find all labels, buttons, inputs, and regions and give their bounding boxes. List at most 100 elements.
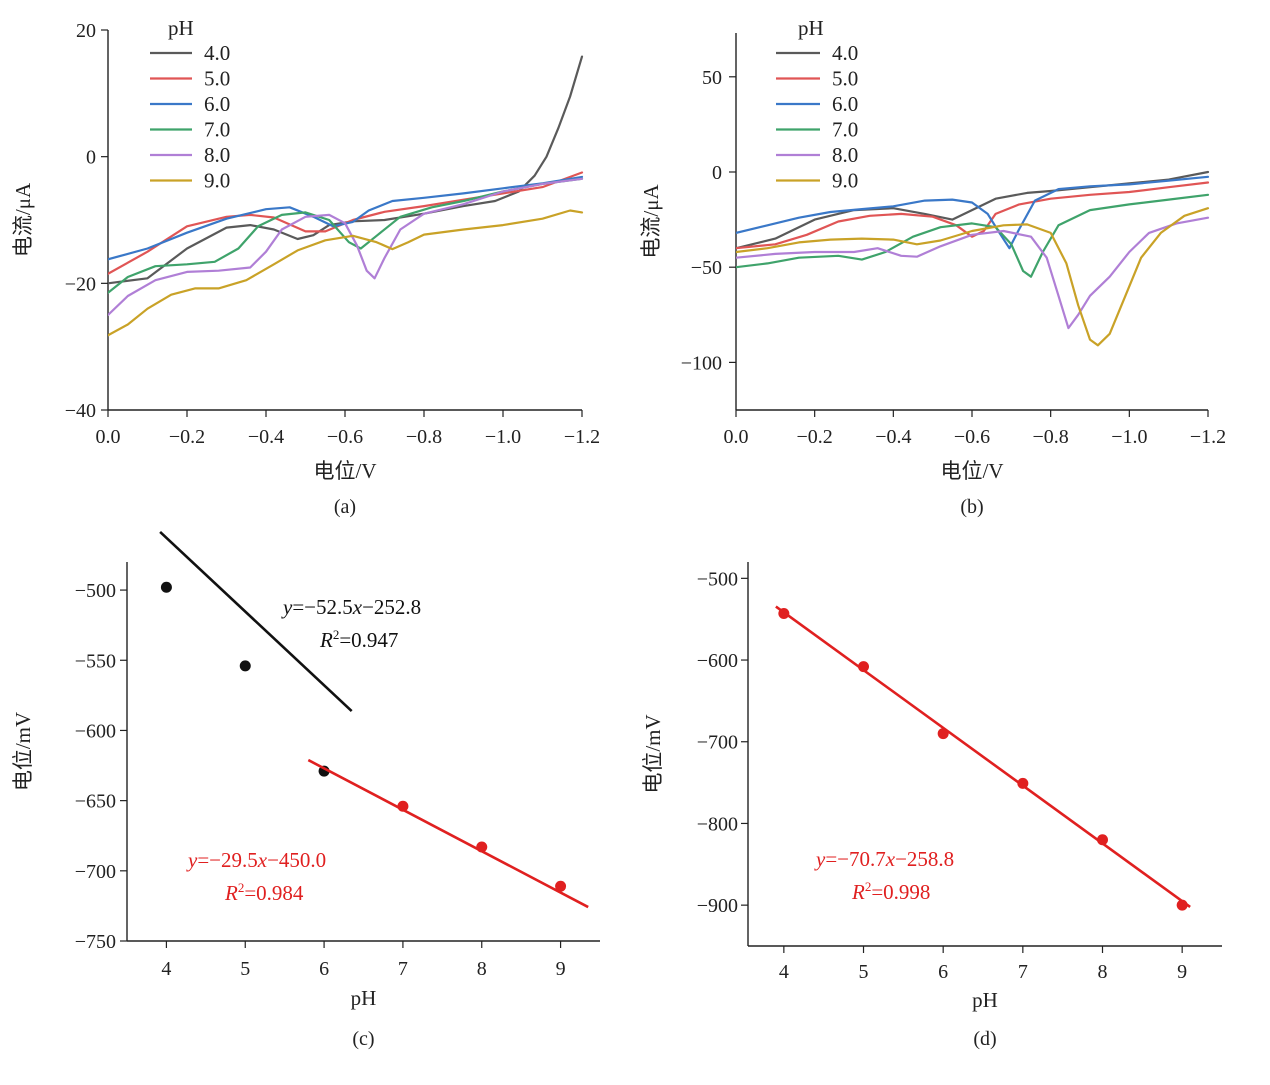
series-line-ph-4.0: [108, 55, 584, 285]
equation-part: x: [352, 595, 363, 619]
equation-part: −258.8: [895, 847, 954, 871]
r-squared: R2=0.947: [319, 627, 398, 652]
y-tick-label: −40: [65, 400, 96, 422]
x-tick-label: −1.2: [564, 426, 600, 448]
x-tick-label: −0.6: [327, 426, 363, 448]
series-line-ph-5.0: [736, 181, 1210, 250]
data-point: [555, 880, 567, 892]
x-tick-label: 7: [1018, 961, 1028, 983]
x-tick-label: −0.6: [954, 426, 990, 448]
r-superscript: 2: [238, 880, 245, 895]
equation-part: −252.8: [362, 595, 421, 619]
legend-title: pH: [168, 16, 194, 40]
legend-entry: 7.0: [832, 118, 858, 142]
legend-entry: 5.0: [204, 67, 230, 91]
series-line-ph-8.0: [736, 216, 1210, 330]
x-tick-label: −0.2: [797, 426, 833, 448]
legend-entry: 5.0: [832, 67, 858, 91]
equation-part: x: [885, 847, 896, 871]
panel-label: (d): [973, 1028, 996, 1050]
x-tick-label: 6: [319, 958, 329, 980]
r-label: R: [319, 628, 333, 652]
legend-entry: 8.0: [204, 143, 230, 167]
y-tick-label: −800: [697, 813, 738, 835]
panel-label: (c): [352, 1028, 374, 1050]
equation-part: =−70.7: [825, 847, 885, 871]
chart-panel-b: 0.0 −0.2 −0.4 −0.6 −0.8 −1.0 −1.2 50 0 −50 −100 电位/…: [639, 16, 1226, 518]
series-line-ph-7.0: [108, 177, 584, 294]
fit-equation: y=−70.7x−258.8: [814, 847, 954, 871]
y-tick-label: −650: [75, 791, 116, 813]
x-tick-label: 5: [859, 961, 869, 983]
series-line-ph-8.0: [108, 177, 584, 317]
equation-part: y: [281, 595, 293, 619]
equation-part: x: [257, 848, 268, 872]
data-point: [476, 841, 488, 853]
data-point: [239, 660, 251, 672]
x-tick-label: −1.0: [1111, 426, 1147, 448]
x-tick-label: 6: [938, 961, 948, 983]
legend-entry: 9.0: [832, 169, 858, 193]
legend-entry: 8.0: [832, 143, 858, 167]
x-tick-label: −0.4: [875, 426, 911, 448]
x-tick-label: 7: [398, 958, 408, 980]
r-squared: R2=0.998: [851, 879, 930, 904]
x-tick-label: −0.8: [1033, 426, 1069, 448]
legend-title: pH: [798, 16, 824, 40]
y-tick-label: −100: [681, 352, 722, 374]
series-line-ph-6.0: [736, 175, 1210, 250]
series-line-ph-9.0: [108, 209, 584, 337]
panel-label: (b): [960, 496, 983, 518]
r-superscript: 2: [865, 879, 872, 894]
series-line-ph-6.0: [108, 175, 584, 261]
y-tick-label: 0: [86, 147, 96, 169]
equation-part: =−29.5: [197, 848, 257, 872]
y-axis-label: 电流/μA: [11, 182, 35, 257]
x-tick-label: 9: [556, 958, 566, 980]
legend-entry: 4.0: [832, 41, 858, 65]
x-tick-label: −0.4: [248, 426, 284, 448]
y-tick-label: −500: [75, 580, 116, 602]
data-point: [778, 607, 790, 619]
x-axis-label: 电位/V: [314, 459, 377, 483]
chart-panel-a: 0.0 −0.2 −0.4 −0.6 −0.8 −1.0 −1.2 20 0 −20 −40 电位/V…: [11, 16, 600, 518]
y-tick-label: 0: [712, 162, 722, 184]
y-tick-label: −600: [697, 650, 738, 672]
r-value: =0.947: [339, 628, 398, 652]
data-point: [1017, 777, 1029, 789]
r-superscript: 2: [333, 627, 340, 642]
legend-entry: 9.0: [204, 169, 230, 193]
x-axis-label: pH: [972, 988, 998, 1012]
fit-equation: y=−52.5x−252.8: [281, 595, 421, 619]
x-tick-label: 4: [779, 961, 789, 983]
y-tick-label: −50: [691, 257, 722, 279]
chart-panel-d: 4 5 6 7 8 9 −500 −600 −700 −800 −900 pH 电位/mV (d) y=−7…: [641, 562, 1222, 1050]
r-label: R: [851, 880, 865, 904]
fit-equation: y=−29.5x−450.0: [186, 848, 326, 872]
x-tick-label: 8: [477, 958, 487, 980]
series-line-ph-9.0: [736, 207, 1210, 347]
equation-part: y: [186, 848, 198, 872]
y-tick-label: −900: [697, 895, 738, 917]
r-value: =0.998: [871, 880, 930, 904]
equation-part: −450.0: [267, 848, 326, 872]
y-tick-label: −600: [75, 720, 116, 742]
y-tick-label: −500: [697, 568, 738, 590]
fit-line: [307, 758, 589, 909]
y-tick-label: −700: [697, 732, 738, 754]
x-tick-label: 4: [161, 958, 171, 980]
data-point: [937, 728, 949, 740]
x-tick-label: 9: [1177, 961, 1187, 983]
chart-panel-c: 4 5 6 7 8 9 −500 −550 −600 −650 −700 −750 pH 电位/mV (c)…: [11, 531, 600, 1050]
x-tick-label: 5: [240, 958, 250, 980]
equation-part: =−52.5: [292, 595, 352, 619]
y-tick-label: 20: [76, 20, 96, 42]
legend-entry: 6.0: [204, 92, 230, 116]
data-point: [1176, 899, 1188, 911]
legend-entry: 6.0: [832, 92, 858, 116]
x-tick-label: −0.8: [406, 426, 442, 448]
data-point: [160, 581, 172, 593]
y-axis-label: 电位/mV: [11, 712, 35, 791]
x-tick-label: 0.0: [96, 426, 121, 448]
y-tick-label: −700: [75, 861, 116, 883]
